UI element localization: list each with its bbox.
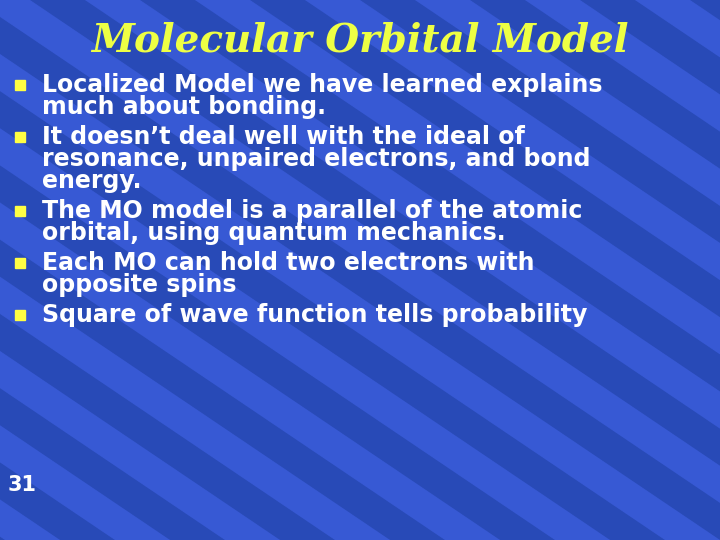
Polygon shape xyxy=(525,0,720,540)
Text: 31: 31 xyxy=(8,475,37,495)
Polygon shape xyxy=(415,0,720,540)
Polygon shape xyxy=(250,0,720,540)
Polygon shape xyxy=(195,0,720,540)
Polygon shape xyxy=(0,0,280,540)
Polygon shape xyxy=(30,0,720,540)
Polygon shape xyxy=(580,0,720,540)
FancyBboxPatch shape xyxy=(15,310,25,320)
FancyBboxPatch shape xyxy=(15,132,25,142)
FancyBboxPatch shape xyxy=(15,206,25,216)
Text: It doesn’t deal well with the ideal of: It doesn’t deal well with the ideal of xyxy=(42,125,525,149)
Text: opposite spins: opposite spins xyxy=(42,273,236,297)
Polygon shape xyxy=(0,0,445,540)
Polygon shape xyxy=(85,0,720,540)
Polygon shape xyxy=(0,0,335,540)
FancyBboxPatch shape xyxy=(15,258,25,268)
Polygon shape xyxy=(0,0,225,540)
Polygon shape xyxy=(0,0,390,540)
Polygon shape xyxy=(635,0,720,540)
Text: Square of wave function tells probability: Square of wave function tells probabilit… xyxy=(42,303,588,327)
Polygon shape xyxy=(690,0,720,540)
Text: orbital, using quantum mechanics.: orbital, using quantum mechanics. xyxy=(42,221,505,245)
Polygon shape xyxy=(305,0,720,540)
Text: resonance, unpaired electrons, and bond: resonance, unpaired electrons, and bond xyxy=(42,147,590,171)
Polygon shape xyxy=(0,0,500,540)
FancyBboxPatch shape xyxy=(15,80,25,90)
Polygon shape xyxy=(0,0,665,540)
Text: Each MO can hold two electrons with: Each MO can hold two electrons with xyxy=(42,251,534,275)
Polygon shape xyxy=(140,0,720,540)
Text: The MO model is a parallel of the atomic: The MO model is a parallel of the atomic xyxy=(42,199,582,223)
Polygon shape xyxy=(0,0,610,540)
Polygon shape xyxy=(0,0,5,540)
Polygon shape xyxy=(0,0,170,540)
Polygon shape xyxy=(360,0,720,540)
Polygon shape xyxy=(470,0,720,540)
Polygon shape xyxy=(0,0,115,540)
Text: Molecular Orbital Model: Molecular Orbital Model xyxy=(91,21,629,59)
Text: energy.: energy. xyxy=(42,169,142,193)
Polygon shape xyxy=(0,0,60,540)
Text: Localized Model we have learned explains: Localized Model we have learned explains xyxy=(42,73,603,97)
Polygon shape xyxy=(0,0,555,540)
Text: much about bonding.: much about bonding. xyxy=(42,95,326,119)
